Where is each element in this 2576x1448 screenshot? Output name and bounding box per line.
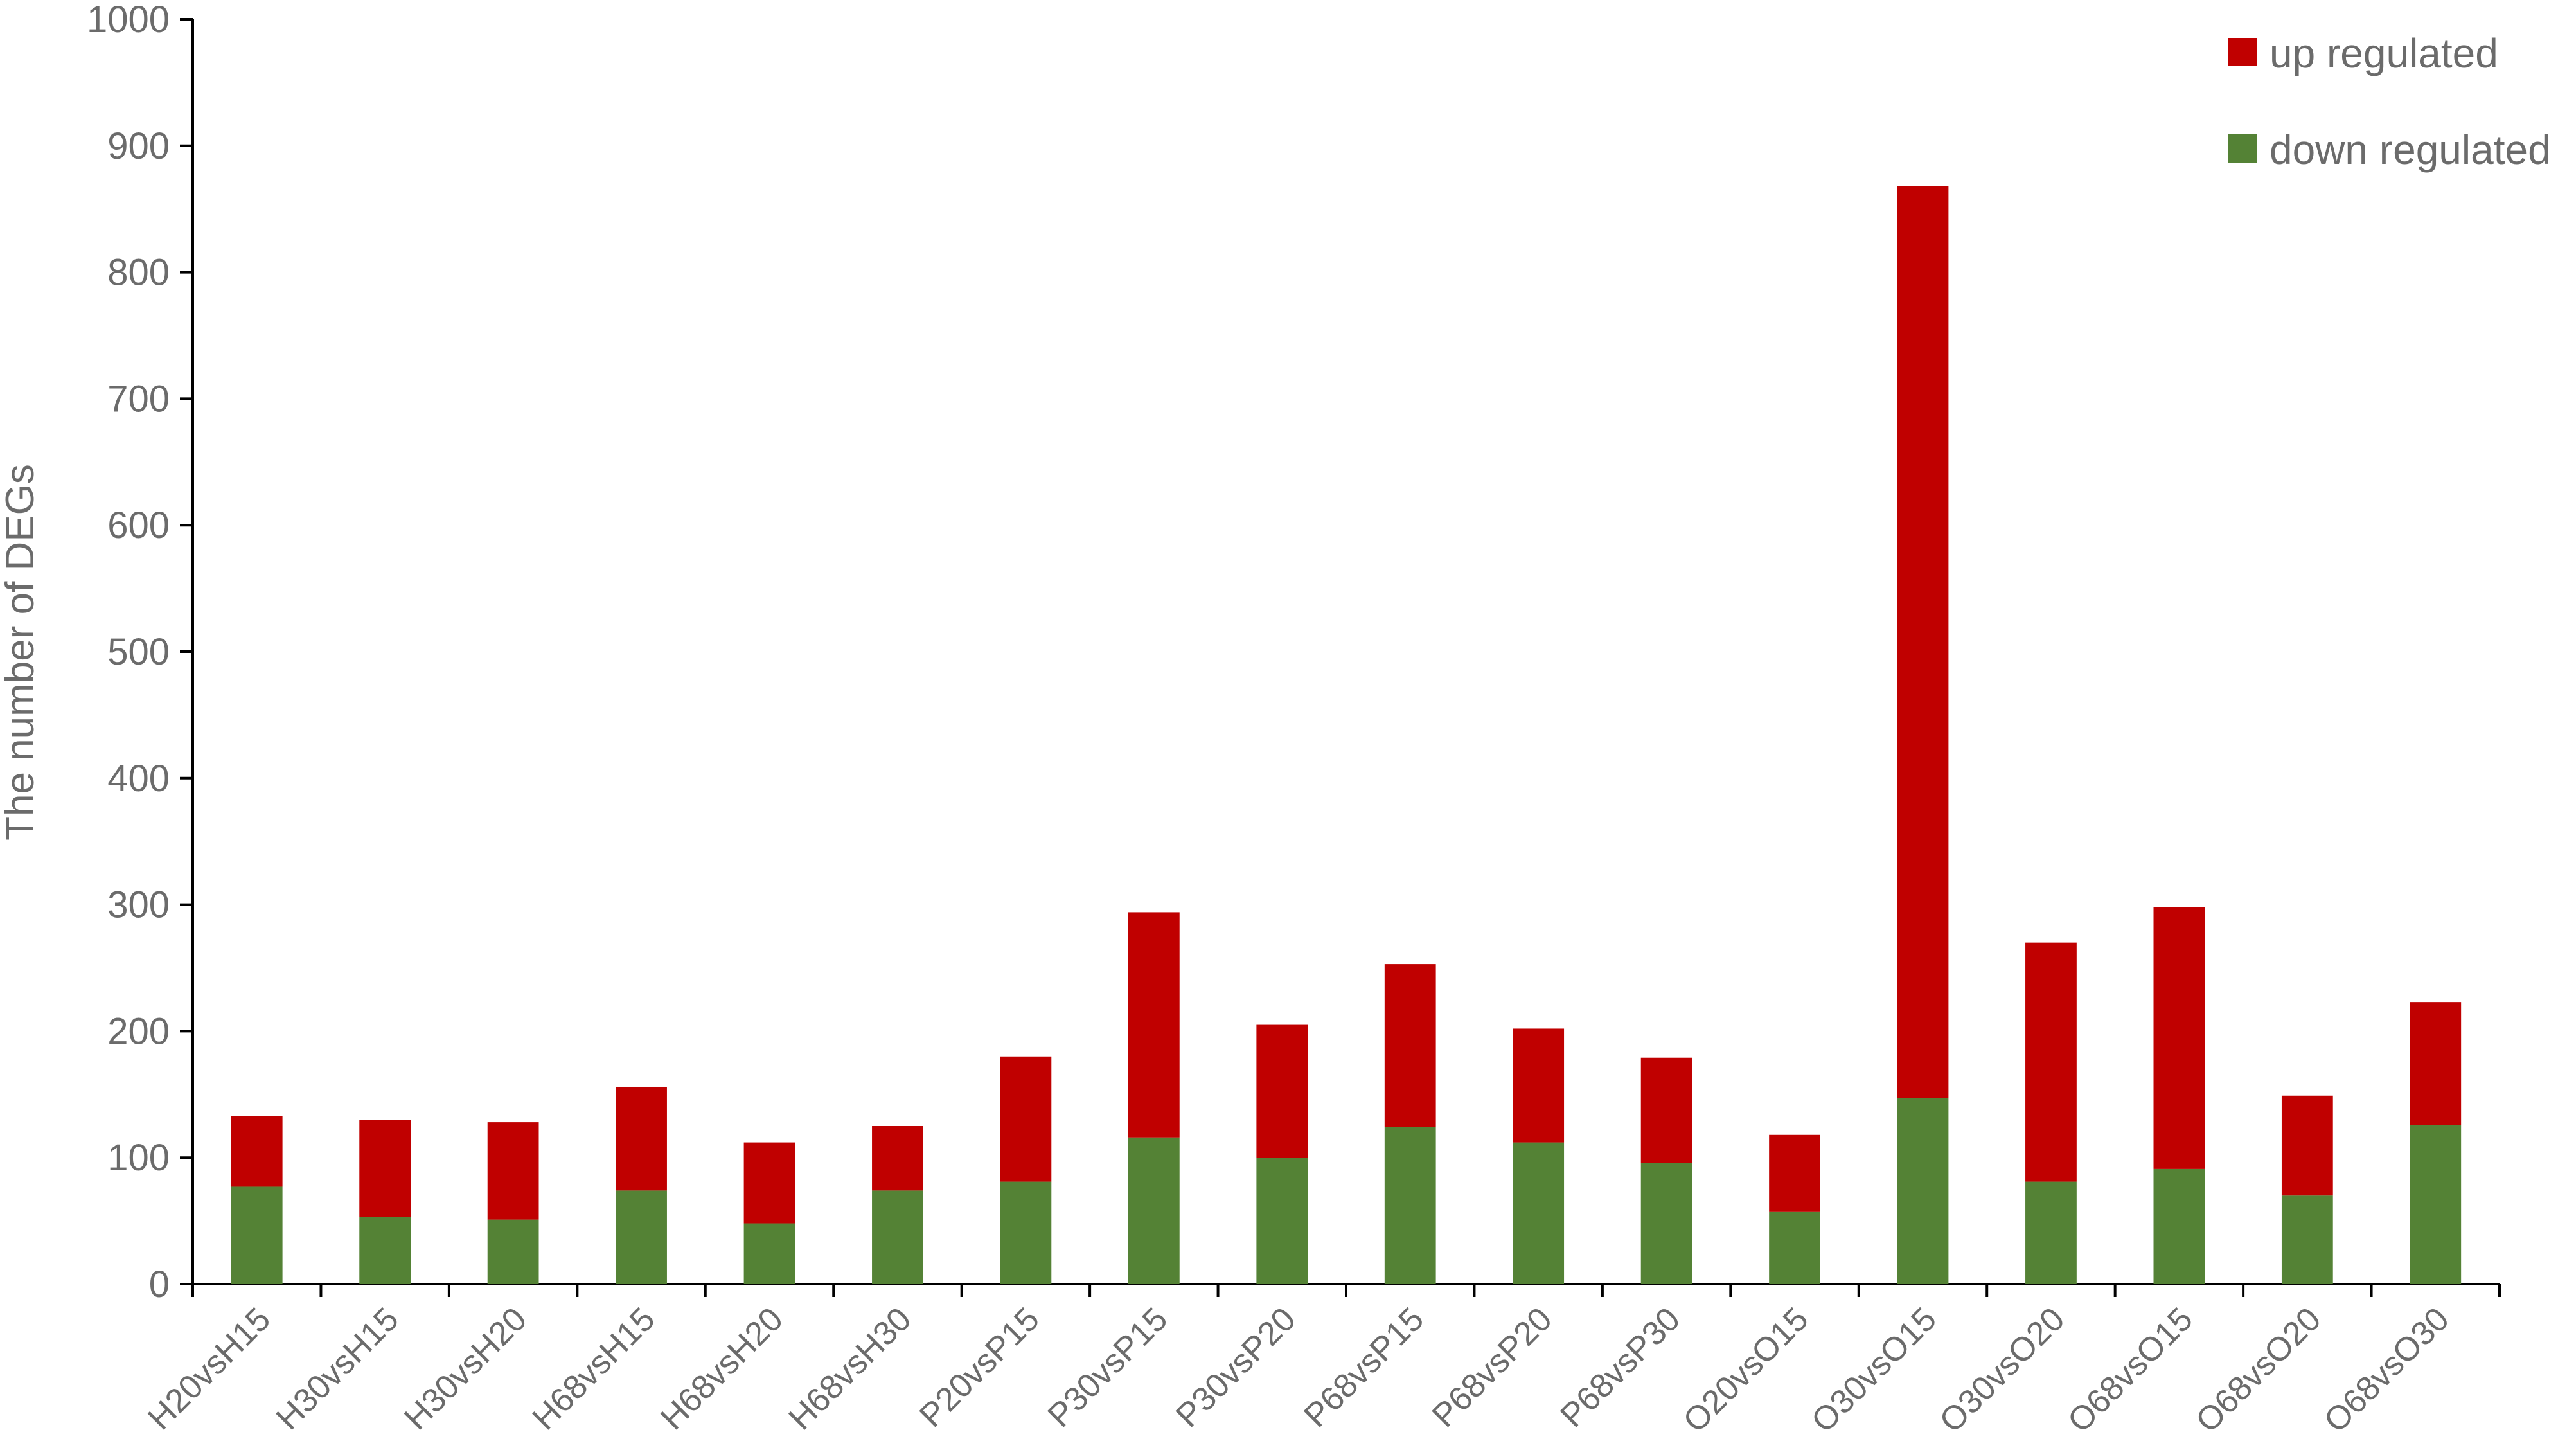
y-axis: 0 100 200 300 400 500 600 700 800 900 1000	[87, 0, 194, 1305]
x-tick-label: P30vsP15	[1041, 1300, 1175, 1435]
x-tick-label: O30vsO20	[1933, 1300, 2072, 1440]
x-tick-label: O20vsO15	[1676, 1300, 1816, 1440]
bar-down-P30vsP20	[1256, 1158, 1308, 1284]
bar-down-P68vsP15	[1384, 1127, 1436, 1284]
x-tick-label: O68vsO30	[2317, 1300, 2456, 1440]
x-tick-label: P20vsP15	[912, 1300, 1047, 1435]
bar-down-P68vsP20	[1513, 1142, 1565, 1284]
bar-up-O20vsO15	[1769, 1134, 1820, 1212]
bar-down-P30vsP15	[1128, 1137, 1180, 1284]
x-tick-label: H68vsH30	[782, 1300, 919, 1437]
legend-label: up regulated	[2270, 30, 2498, 76]
y-axis-title: The number of DEGs	[0, 464, 42, 841]
bar-up-O68vsO15	[2153, 907, 2205, 1169]
bar-down-H68vsH30	[872, 1190, 923, 1284]
bar-down-O30vsO15	[1897, 1098, 1949, 1284]
bar-up-P30vsP20	[1256, 1024, 1308, 1158]
x-tick-label: H30vsH20	[397, 1300, 534, 1437]
bar-up-H68vsH15	[616, 1086, 667, 1191]
bar-down-O68vsO15	[2153, 1168, 2205, 1284]
bars	[231, 186, 2462, 1284]
bar-up-H30vsH15	[359, 1120, 411, 1217]
legend: up regulated down regulated	[2228, 30, 2551, 173]
x-tick-label: H68vsH20	[653, 1300, 790, 1437]
bar-down-O68vsO30	[2410, 1125, 2462, 1284]
x-tick-label: H20vsH15	[141, 1300, 278, 1437]
x-tick-label: H30vsH15	[269, 1300, 406, 1437]
legend-swatch	[2228, 38, 2257, 66]
x-tick-label: P68vsP15	[1297, 1300, 1432, 1435]
bar-down-O20vsO15	[1769, 1211, 1820, 1284]
x-tick-label: H68vsH15	[526, 1300, 662, 1437]
bar-down-P68vsP30	[1640, 1163, 1692, 1284]
x-tick-label: O68vsO15	[2061, 1300, 2200, 1440]
bar-up-P68vsP30	[1640, 1057, 1692, 1163]
y-tick-label: 1000	[87, 0, 170, 40]
x-axis: H20vsH15H30vsH15H30vsH20H68vsH15H68vsH20…	[141, 1283, 2501, 1440]
bar-down-P20vsP15	[1000, 1181, 1052, 1284]
legend-label: down regulated	[2270, 127, 2551, 173]
bar-up-P30vsP15	[1128, 912, 1180, 1138]
y-tick-label: 0	[149, 1264, 170, 1305]
y-tick-label: 500	[107, 631, 170, 673]
bar-up-O68vsO30	[2410, 1002, 2462, 1125]
y-tick-label: 700	[107, 378, 170, 420]
x-tick-label: O68vsO20	[2189, 1300, 2329, 1440]
bar-down-O68vsO20	[2281, 1195, 2333, 1284]
bar-down-H30vsH20	[487, 1219, 539, 1284]
bar-up-P20vsP15	[1000, 1056, 1052, 1182]
bar-down-H20vsH15	[231, 1186, 283, 1284]
y-tick-label: 600	[107, 505, 170, 546]
legend-swatch	[2228, 134, 2257, 163]
bar-up-O30vsO15	[1897, 186, 1949, 1098]
bar-down-O30vsO20	[2025, 1181, 2077, 1284]
bar-down-H68vsH20	[743, 1223, 795, 1284]
y-tick-label: 900	[107, 125, 170, 167]
bar-up-H20vsH15	[231, 1116, 283, 1187]
bar-up-H30vsH20	[487, 1122, 539, 1220]
bar-up-H68vsH20	[743, 1142, 795, 1224]
y-tick-label: 200	[107, 1010, 170, 1052]
y-tick-label: 400	[107, 758, 170, 800]
bar-up-O68vsO20	[2281, 1095, 2333, 1196]
bar-up-H68vsH30	[872, 1126, 923, 1191]
x-tick-label: O30vsO15	[1804, 1300, 1944, 1440]
x-tick-label: P68vsP20	[1425, 1300, 1559, 1435]
y-tick-label: 300	[107, 884, 170, 926]
y-tick-label: 800	[107, 252, 170, 294]
bar-down-H68vsH15	[616, 1190, 667, 1284]
bar-up-O30vsO20	[2025, 942, 2077, 1182]
bar-up-P68vsP15	[1384, 964, 1436, 1127]
bar-up-P68vsP20	[1513, 1028, 1565, 1143]
x-tick-label: P30vsP20	[1169, 1300, 1303, 1435]
bar-down-H30vsH15	[359, 1217, 411, 1284]
x-tick-label: P68vsP30	[1553, 1300, 1687, 1435]
y-tick-label: 100	[107, 1137, 170, 1179]
